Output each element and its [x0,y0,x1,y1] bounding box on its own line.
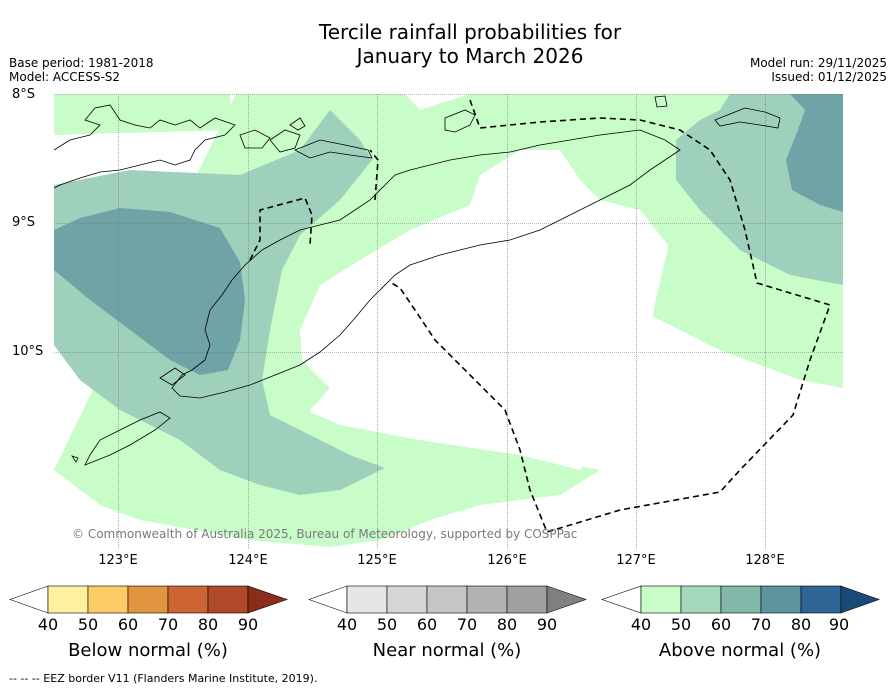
colorbar-near-seg-6 [546,585,587,614]
coastline-islet-4 [654,95,668,108]
colorbar-near [308,585,587,614]
copyright-notice: © Commonwealth of Australia 2025, Bureau… [72,527,578,541]
colorbar-below-seg-1 [47,585,89,614]
coastline-islet-2 [269,129,301,153]
above-tick-50: 50 [670,615,692,634]
near-tick-90: 90 [536,615,558,634]
below-tick-40: 40 [37,615,59,634]
colorbar-below [9,585,288,614]
colorbar-below-seg-4 [167,585,209,614]
lon-label-124: 124°E [228,553,268,568]
lat-label-8: 8°S [12,87,36,102]
lat-label-10: 10°S [12,344,44,359]
near-tick-50: 50 [376,615,398,634]
colorbars [9,585,880,614]
coastline-wetar [444,109,476,133]
coastline-islet-5 [71,455,79,463]
colorbar-below-seg-5 [207,585,249,614]
above-tick-80: 80 [790,615,812,634]
colorbar-above-seg-2 [680,585,722,614]
colorbar-above-seg-3 [720,585,762,614]
above-tick-60: 60 [710,615,732,634]
above-normal-title: Above normal (%) [658,640,822,661]
colorbar-above-seg-5 [800,585,842,614]
lon-label-125: 125°E [357,553,397,568]
near-tick-60: 60 [416,615,438,634]
coastline-babar [714,107,781,129]
model-name: Model: ACCESS-S2 [9,70,121,84]
colorbar-near-seg-3 [426,585,468,614]
meta-right: Model run: 29/11/2025 Issued: 01/12/2025 [750,56,887,84]
lon-label-128: 128°E [745,553,785,568]
colorbar-near-seg-2 [386,585,428,614]
title-line-1: Tercile rainfall probabilities for [318,20,622,44]
above-tick-40: 40 [630,615,652,634]
meta-left: Base period: 1981-2018 Model: ACCESS-S2 [9,56,154,84]
coastline-islet-3 [289,117,306,131]
coastline-sumba [84,411,171,466]
near-normal-title: Near normal (%) [372,640,522,661]
near-tick-80: 80 [496,615,518,634]
eez-border [249,99,832,533]
lat-label-9: 9°S [12,215,36,230]
coastline-flores [54,104,236,189]
colorbar-below-seg-3 [127,585,169,614]
eez-border-note: -- -- -- EEZ border V11 (Flanders Marine… [9,672,318,685]
below-normal-title: Below normal (%) [68,640,228,661]
colorbar-above-seg-6 [840,585,880,614]
below-tick-80: 80 [197,615,219,634]
coastline-roti [159,367,186,386]
coastline-timor [171,129,681,399]
below-tick-90: 90 [237,615,259,634]
colorbar-near-seg-1 [346,585,388,614]
eez-line-main [389,99,832,533]
colorbar-below-seg-0 [9,585,49,614]
coastlines [54,95,781,466]
map-title: Tercile rainfall probabilities for Janua… [0,20,896,68]
lon-label-123: 123°E [98,553,138,568]
region-above-60 [54,208,245,375]
region-above-60-east [786,94,843,212]
below-tick-70: 70 [157,615,179,634]
coastline-islet-1 [239,129,271,149]
model-run: Model run: 29/11/2025 [749,56,887,70]
colorbar-below-seg-2 [87,585,129,614]
issued-date: Issued: 01/12/2025 [771,70,887,84]
above-tick-70: 70 [750,615,772,634]
colorbar-near-seg-0 [308,585,348,614]
colorbar-below-seg-6 [247,585,288,614]
near-tick-70: 70 [456,615,478,634]
colorbar-above-seg-0 [601,585,642,614]
colorbar-above-seg-4 [760,585,802,614]
below-tick-60: 60 [117,615,139,634]
title-line-2: January to March 2026 [356,44,584,68]
colorbar-near-seg-5 [506,585,548,614]
colorbar-near-seg-4 [466,585,508,614]
eez-line-inner [249,197,313,261]
below-tick-50: 50 [77,615,99,634]
probability-regions [54,94,843,547]
eez-line-west [369,149,379,201]
colorbar-above-seg-1 [640,585,682,614]
region-none [300,150,700,470]
base-period: Base period: 1981-2018 [9,56,154,70]
above-tick-90: 90 [828,615,850,634]
lon-label-127: 127°E [616,553,656,568]
coastline-alor [294,139,373,159]
lon-label-126: 126°E [487,553,527,568]
colorbar-above [601,585,880,614]
near-tick-40: 40 [336,615,358,634]
